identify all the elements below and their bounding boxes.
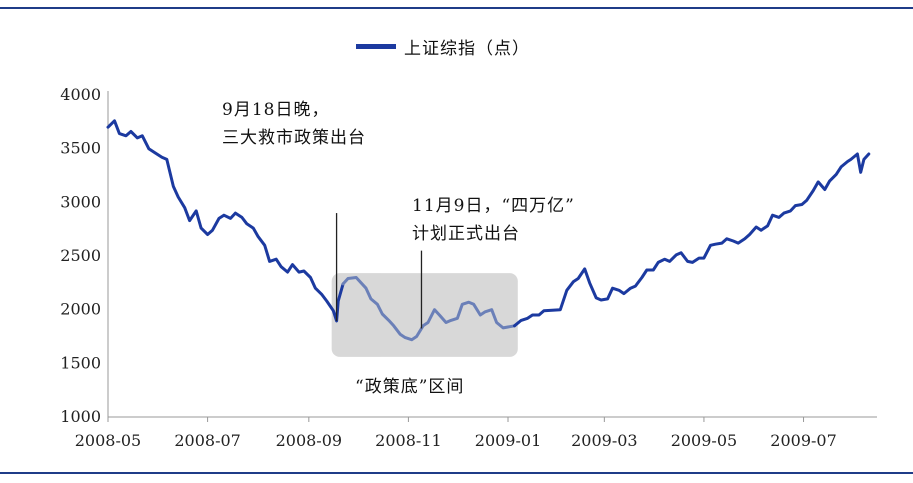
y-tick-label: 1500 xyxy=(60,353,101,372)
y-tick-label: 4000 xyxy=(60,85,101,104)
legend: 上证综指（点） xyxy=(356,34,530,59)
x-tick-label: 2009-05 xyxy=(671,431,737,450)
annotation-line-2: 三大救市政策出台 xyxy=(222,128,366,148)
bottom-border xyxy=(0,472,913,474)
annotation-line-2: 计划正式出台 xyxy=(412,224,520,244)
annotation-region-label: “政策底”区间 xyxy=(355,377,465,397)
x-tick-label: 2008-05 xyxy=(75,431,141,450)
y-tick-label: 2000 xyxy=(60,300,101,319)
series-line xyxy=(513,152,871,328)
y-tick-label: 1000 xyxy=(60,407,101,426)
y-tick-label: 3500 xyxy=(60,139,101,158)
series-line xyxy=(106,119,345,323)
legend-swatch xyxy=(356,43,396,49)
series-line-highlight xyxy=(341,276,516,342)
x-tick-label: 2009-07 xyxy=(770,431,836,450)
x-tick-label: 2008-09 xyxy=(276,431,342,450)
x-tick-label: 2009-03 xyxy=(571,431,637,450)
annotation-policy-rescue: 9月18日晚， 三大救市政策出台 xyxy=(222,96,366,152)
top-border xyxy=(0,7,913,9)
annotation-line-1: 11月9日，“四万亿” xyxy=(412,196,575,216)
y-tick-label: 3000 xyxy=(60,192,101,211)
annotation-policy-bottom: “政策底”区间 xyxy=(355,373,464,401)
legend-label: 上证综指（点） xyxy=(404,38,530,59)
policy-bottom-region xyxy=(331,273,518,357)
x-tick-label: 2008-07 xyxy=(174,431,240,450)
y-tick-label: 2500 xyxy=(60,246,101,265)
x-tick-label: 2009-01 xyxy=(475,431,541,450)
annotation-line-1: 9月18日晚， xyxy=(222,100,330,120)
annotation-four-trillion: 11月9日，“四万亿” 计划正式出台 xyxy=(412,192,575,248)
x-tick-label: 2008-11 xyxy=(375,431,441,450)
